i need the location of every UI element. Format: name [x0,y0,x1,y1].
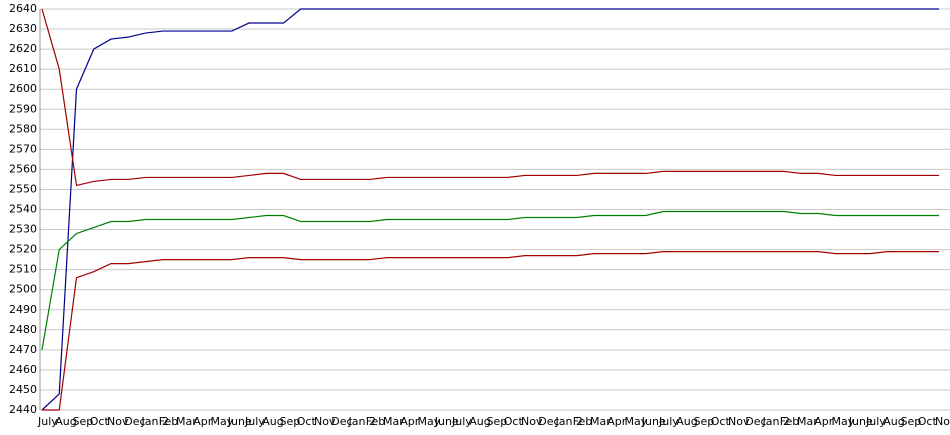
x-tick-label: Oct [918,415,938,428]
x-tick-label: Oct [711,415,731,428]
y-tick-label: 2510 [9,263,37,276]
series-line [42,251,939,411]
x-tick-label: Aug [676,415,697,428]
x-tick-label: Aug [55,415,76,428]
x-tick-label: July [658,415,679,428]
x-tick-label: Dec [745,415,766,428]
x-tick-label: Mar [590,415,611,428]
y-tick-label: 2540 [9,203,37,216]
y-tick-label: 2570 [9,142,37,155]
x-tick-label: Feb [366,415,385,428]
x-tick-label: Mar [383,415,404,428]
x-tick-label: May [418,415,441,428]
x-tick-label: Oct [297,415,317,428]
y-tick-label: 2490 [9,303,37,316]
y-tick-label: 2460 [9,363,37,376]
x-tick-label: May [832,415,855,428]
x-tick-label: Nov [935,415,950,428]
x-tick-label: Sep [694,415,715,428]
y-tick-label: 2450 [9,383,37,396]
y-tick-label: 2500 [9,283,37,296]
x-tick-label: Apr [607,415,627,428]
y-tick-label: 2550 [9,182,37,195]
x-tick-label: June [434,415,459,428]
series-line [41,8,939,187]
x-tick-label: Aug [883,415,904,428]
x-tick-label: Feb [573,415,592,428]
x-tick-label: Dec [124,415,145,428]
x-tick-label: Mar [176,415,197,428]
x-tick-label: Oct [504,415,524,428]
x-tick-label: Sep [73,415,94,428]
x-tick-label: June [848,415,873,428]
y-tick-label: 2580 [9,122,37,135]
x-tick-label: Mar [797,415,818,428]
y-tick-label: 2640 [9,2,37,15]
x-tick-label: Aug [469,415,490,428]
y-tick-label: 2590 [9,102,37,115]
x-tick-label: Feb [780,415,799,428]
y-tick-label: 2530 [9,223,37,236]
x-tick-label: Dec [331,415,352,428]
y-tick-label: 2480 [9,323,37,336]
x-tick-label: Oct [90,415,110,428]
y-tick-label: 2630 [9,22,37,35]
x-tick-label: July [244,415,265,428]
series-line [41,210,939,350]
x-tick-label: Nov [728,415,750,428]
x-tick-label: Jan 2 [762,415,790,428]
x-tick-label: June [641,415,666,428]
x-tick-label: Aug [262,415,283,428]
x-tick-label: Nov [107,415,129,428]
x-tick-label: Apr [814,415,834,428]
x-tick-label: Nov [314,415,336,428]
x-tick-label: May [625,415,648,428]
x-tick-label: Jan 2 [348,415,376,428]
x-tick-label: Nov [521,415,543,428]
y-tick-label: 2610 [9,62,37,75]
y-tick-label: 2470 [9,343,37,356]
x-tick-label: June [227,415,252,428]
x-tick-label: Sep [487,415,508,428]
series-line [41,8,939,411]
x-tick-label: Jan 2 [141,415,169,428]
x-tick-label: July [37,415,58,428]
x-tick-label: Jan 2 [555,415,583,428]
y-tick-label: 2520 [9,243,37,256]
y-tick-label: 2620 [9,42,37,55]
x-tick-label: Dec [538,415,559,428]
x-tick-label: Apr [400,415,420,428]
x-tick-label: Sep [280,415,301,428]
x-tick-label: July [865,415,886,428]
y-tick-label: 2440 [9,403,37,416]
y-tick-label: 2560 [9,162,37,175]
y-tick-label: 2600 [9,82,37,95]
x-tick-label: Feb [159,415,178,428]
x-tick-label: July [451,415,472,428]
x-tick-label: Sep [901,415,922,428]
x-tick-label: Apr [193,415,213,428]
x-tick-label: May [211,415,234,428]
